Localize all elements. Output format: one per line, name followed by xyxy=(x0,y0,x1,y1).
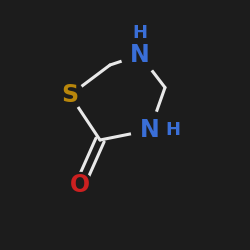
Circle shape xyxy=(68,172,92,198)
Text: H: H xyxy=(132,24,148,42)
Text: O: O xyxy=(70,173,90,197)
Text: N: N xyxy=(130,43,150,67)
Circle shape xyxy=(56,81,84,109)
Text: S: S xyxy=(62,83,78,107)
Circle shape xyxy=(121,36,159,74)
Text: N: N xyxy=(140,118,160,142)
Circle shape xyxy=(131,111,169,149)
Text: H: H xyxy=(165,121,180,139)
